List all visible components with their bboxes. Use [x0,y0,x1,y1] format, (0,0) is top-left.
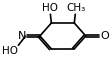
Text: HO: HO [2,46,18,56]
Text: N: N [18,31,26,41]
Text: O: O [101,31,110,41]
Text: CH₃: CH₃ [66,3,85,13]
Text: HO: HO [42,3,58,13]
